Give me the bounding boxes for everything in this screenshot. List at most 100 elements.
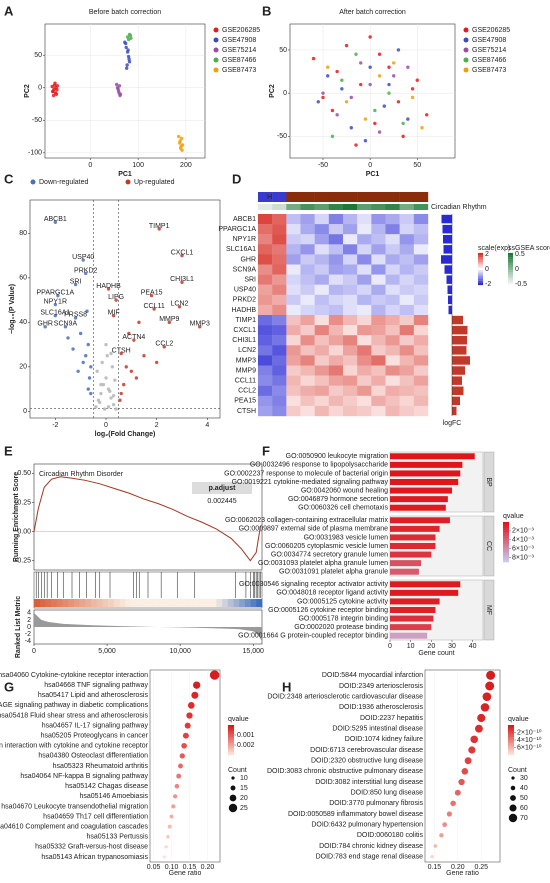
- point: [76, 369, 80, 373]
- legend-gradient: [478, 257, 483, 260]
- term-label: DOID:2349 arteriosclerosis: [339, 683, 424, 690]
- point: [396, 48, 401, 52]
- heat-cell: [385, 274, 400, 285]
- dot: [482, 692, 492, 701]
- point: [326, 74, 330, 78]
- legend-label: 25: [240, 805, 248, 812]
- heat-cell: [357, 294, 372, 306]
- heat-cell: [272, 375, 287, 386]
- dot: [442, 822, 448, 828]
- legend-gradient: [228, 746, 234, 748]
- legend-gradient: [508, 750, 514, 753]
- panel-letter: C: [4, 171, 14, 186]
- x-axis-label: Gene ratio: [169, 870, 202, 877]
- gene-label: MMP9: [236, 367, 256, 374]
- rank-strip: [34, 599, 40, 607]
- logfc-bar: [452, 366, 465, 375]
- heat-cell: [286, 274, 301, 285]
- y-axis-label: PC2: [269, 84, 276, 98]
- legend-gradient: [503, 522, 509, 525]
- legend-swatch: [213, 27, 219, 33]
- panel-letter: A: [4, 3, 14, 18]
- term-label: DOID:784 chronic kidney disease: [319, 843, 423, 850]
- heat-cell: [357, 355, 372, 366]
- gene-label: CHI3L1: [232, 337, 256, 344]
- legend-label: 4×10⁻¹⁰: [517, 736, 542, 744]
- heat-cell: [328, 274, 344, 285]
- term-label: GO:0031093 platelet alpha granule lumen: [258, 560, 388, 567]
- heat-cell: [343, 304, 358, 316]
- heat-cell: [300, 294, 315, 306]
- point: [114, 298, 118, 302]
- legend-gradient: [478, 267, 483, 271]
- point: [85, 309, 89, 313]
- legend-swatch: [213, 37, 219, 43]
- heat-cell: [357, 325, 372, 336]
- point: [119, 391, 123, 396]
- dot: [458, 778, 465, 786]
- heat-cell: [300, 214, 315, 225]
- x-tick-label: 0: [104, 422, 108, 429]
- term-label: DOID:783 end stage renal disease: [316, 854, 424, 861]
- point: [387, 82, 391, 87]
- legend-gradient: [508, 747, 514, 750]
- heat-cell: [300, 274, 315, 285]
- legend-size: [230, 785, 236, 791]
- term-label: DOID:3082 interstitial lung disease: [315, 779, 423, 786]
- heat-cell: [357, 304, 372, 316]
- point: [349, 95, 353, 100]
- point: [106, 287, 111, 291]
- y-tick-label: 0: [23, 408, 27, 415]
- legend-gradient: [503, 554, 509, 557]
- x-tick-label: 0: [388, 643, 392, 650]
- point: [111, 402, 116, 407]
- logfc-bar: [452, 396, 460, 406]
- heat-cell: [314, 345, 330, 356]
- rank-strip: [130, 599, 137, 607]
- legend-gradient: [508, 280, 513, 283]
- heat-cell: [399, 304, 415, 316]
- x-tick-label: 0.20: [451, 864, 465, 871]
- point: [101, 382, 106, 387]
- dot: [192, 681, 201, 689]
- point: [43, 325, 47, 329]
- heat-cell: [413, 284, 429, 295]
- legend-gradient: [478, 282, 483, 286]
- heat-cell: [371, 294, 386, 306]
- heat-cell: [258, 315, 273, 326]
- heat-cell: [357, 254, 372, 265]
- dot: [166, 834, 170, 839]
- group-bar: [357, 192, 372, 202]
- point: [344, 43, 349, 48]
- legend-gradient: [478, 255, 483, 258]
- point: [330, 108, 335, 113]
- point-label: LCN2: [171, 301, 189, 308]
- term-label: DOID:0060180 colitis: [357, 832, 424, 839]
- heat-cell: [314, 254, 330, 265]
- rank-strip: [125, 599, 132, 607]
- point: [149, 293, 154, 298]
- heat-cell: [300, 325, 315, 336]
- dot: [162, 855, 166, 859]
- legend-title: Count: [228, 767, 247, 774]
- x-tick-label: 0.05: [147, 864, 161, 871]
- rank-strip: [210, 599, 217, 607]
- logfc-bar: [443, 245, 452, 254]
- heat-cell: [413, 274, 429, 285]
- padj-value: 0.002445: [207, 498, 236, 505]
- term-label: DOID:0050589 inflammatory bowel disease: [288, 811, 423, 818]
- rank-strip: [113, 599, 120, 607]
- legend-gradient: [478, 270, 483, 273]
- heat-cell: [399, 274, 415, 285]
- point: [114, 407, 118, 411]
- heat-cell: [328, 325, 344, 336]
- heat-cell: [258, 355, 273, 366]
- rank-strip: [119, 599, 126, 607]
- legend-label: GSE206285: [472, 27, 510, 34]
- point: [124, 66, 129, 70]
- point-label: TIMP1: [149, 223, 170, 230]
- point: [84, 271, 88, 276]
- facet-label: CC: [485, 541, 492, 551]
- heat-cell: [371, 385, 386, 396]
